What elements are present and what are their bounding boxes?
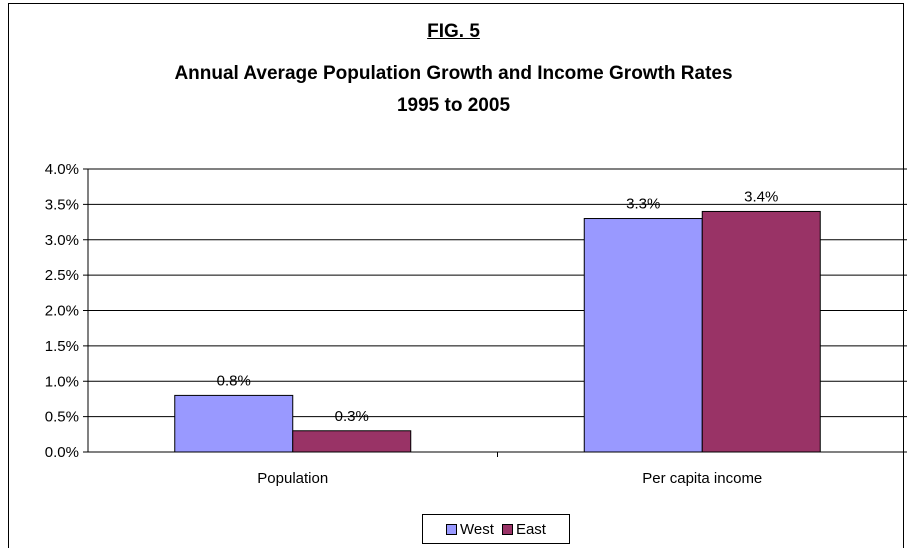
data-label: 0.3% xyxy=(335,408,369,425)
y-tick-label: 1.5% xyxy=(45,338,79,355)
legend-swatch-west xyxy=(446,523,458,535)
bar-east xyxy=(701,210,821,453)
bar-west xyxy=(583,218,703,453)
y-tick-label: 1.0% xyxy=(45,373,79,390)
figure-label: FIG. 5 xyxy=(427,21,480,42)
y-tick-label: 2.0% xyxy=(45,303,79,320)
y-tick-label: 0.5% xyxy=(45,409,79,426)
legend-label-east: East xyxy=(515,520,546,538)
chart-title: Annual Average Population Growth and Inc… xyxy=(174,63,733,84)
bar-west xyxy=(174,394,294,453)
bar-east xyxy=(292,430,412,453)
chart-subtitle: 1995 to 2005 xyxy=(396,95,511,116)
y-tick-label: 4.0% xyxy=(45,161,79,178)
data-label: 3.4% xyxy=(744,188,778,205)
legend-item-east: East xyxy=(501,520,546,538)
x-tick-label: Per capita income xyxy=(642,470,762,487)
y-tick-label: 3.5% xyxy=(45,196,79,213)
legend-item-west: West xyxy=(446,521,494,538)
data-label: 3.3% xyxy=(626,196,660,213)
x-tick-label: Population xyxy=(257,470,328,487)
legend-label-west: West xyxy=(460,520,494,538)
y-tick-label: 2.5% xyxy=(45,267,79,284)
legend: West East xyxy=(422,514,570,544)
legend-swatch-east xyxy=(501,523,513,535)
y-tick-label: 3.0% xyxy=(45,232,79,249)
data-label: 0.8% xyxy=(217,372,251,389)
y-tick-label: 0.0% xyxy=(45,444,79,461)
